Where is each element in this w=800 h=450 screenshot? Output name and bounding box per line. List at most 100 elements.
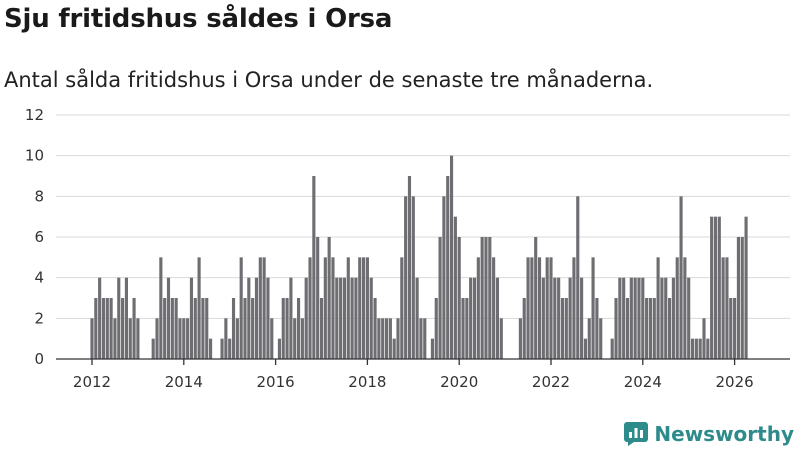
bar bbox=[484, 237, 488, 359]
bar bbox=[105, 298, 109, 359]
bar bbox=[526, 257, 530, 359]
brand-name: Newsworthy bbox=[654, 422, 794, 446]
x-tick-label: 2020 bbox=[440, 373, 478, 391]
bar bbox=[453, 216, 457, 359]
bar bbox=[293, 318, 297, 359]
bar bbox=[388, 318, 392, 359]
bar bbox=[438, 237, 442, 359]
bar bbox=[599, 318, 603, 359]
y-axis-ticks: 0 2 4 6 8 10 12 bbox=[25, 106, 44, 368]
bar bbox=[113, 318, 117, 359]
bar bbox=[476, 257, 480, 359]
bar bbox=[136, 318, 140, 359]
bar bbox=[572, 257, 576, 359]
bar bbox=[132, 298, 136, 359]
bar bbox=[319, 298, 324, 359]
x-tick-label: 2012 bbox=[73, 373, 111, 391]
bar bbox=[664, 277, 668, 359]
bar bbox=[228, 338, 232, 359]
bar bbox=[736, 237, 740, 359]
bar bbox=[706, 338, 710, 359]
bar bbox=[163, 298, 167, 359]
bar bbox=[281, 298, 285, 359]
bar bbox=[419, 318, 423, 359]
bar bbox=[648, 298, 653, 359]
bar bbox=[668, 298, 672, 359]
x-tick-label: 2024 bbox=[624, 373, 662, 391]
bar bbox=[694, 338, 698, 359]
bar bbox=[446, 176, 450, 359]
bar bbox=[733, 298, 737, 359]
bar bbox=[423, 318, 427, 359]
bar bbox=[254, 277, 259, 359]
bar bbox=[316, 237, 320, 359]
bar bbox=[614, 298, 618, 359]
bar bbox=[587, 318, 591, 359]
bar bbox=[151, 338, 155, 359]
bar bbox=[541, 277, 545, 359]
bar bbox=[231, 298, 236, 359]
x-tick-label: 2016 bbox=[257, 373, 295, 391]
bar bbox=[618, 277, 622, 359]
bar bbox=[710, 216, 714, 359]
bar bbox=[224, 318, 228, 359]
bar bbox=[178, 318, 182, 359]
bar bbox=[495, 277, 500, 359]
bar bbox=[346, 257, 350, 359]
bar bbox=[553, 277, 557, 359]
bar bbox=[235, 318, 239, 359]
bar bbox=[331, 257, 335, 359]
bar bbox=[545, 257, 549, 359]
x-tick-label: 2026 bbox=[716, 373, 754, 391]
bar bbox=[365, 257, 369, 359]
bar bbox=[124, 277, 128, 359]
bar bbox=[576, 196, 580, 359]
bar bbox=[117, 277, 121, 359]
bar bbox=[166, 277, 171, 359]
bar bbox=[239, 257, 243, 359]
bar bbox=[713, 216, 718, 359]
bar bbox=[622, 277, 626, 359]
bar bbox=[377, 318, 381, 359]
bar bbox=[637, 277, 641, 359]
bar bbox=[457, 237, 461, 359]
bar bbox=[430, 338, 434, 359]
y-tick-label: 6 bbox=[34, 228, 44, 246]
bar bbox=[652, 298, 656, 359]
bar bbox=[675, 257, 679, 359]
bar bbox=[449, 155, 454, 359]
bar bbox=[98, 277, 102, 359]
bar bbox=[469, 277, 473, 359]
bar bbox=[564, 298, 568, 359]
bar bbox=[90, 318, 94, 359]
newsworthy-brand: Newsworthy bbox=[624, 422, 794, 446]
x-tick-label: 2018 bbox=[348, 373, 386, 391]
bar bbox=[687, 277, 691, 359]
bar bbox=[721, 257, 725, 359]
bar bbox=[251, 298, 255, 359]
y-tick-label: 10 bbox=[25, 147, 44, 165]
bar bbox=[243, 298, 247, 359]
bar bbox=[461, 298, 465, 359]
bar bbox=[262, 257, 266, 359]
bar bbox=[407, 176, 412, 359]
bar bbox=[350, 277, 354, 359]
bar bbox=[285, 298, 289, 359]
bar bbox=[121, 298, 125, 359]
bar bbox=[717, 216, 721, 359]
bar bbox=[518, 318, 522, 359]
bar bbox=[170, 298, 174, 359]
bar bbox=[327, 237, 331, 359]
bar bbox=[396, 318, 400, 359]
bar bbox=[247, 277, 251, 359]
bar bbox=[209, 338, 213, 359]
bar bbox=[270, 318, 274, 359]
chart-subtitle: Antal sålda fritidshus i Orsa under de s… bbox=[4, 68, 654, 92]
bar bbox=[159, 257, 163, 359]
bar bbox=[186, 318, 190, 359]
bar bbox=[522, 298, 526, 359]
bar bbox=[205, 298, 209, 359]
bar bbox=[557, 277, 561, 359]
bar bbox=[258, 257, 262, 359]
